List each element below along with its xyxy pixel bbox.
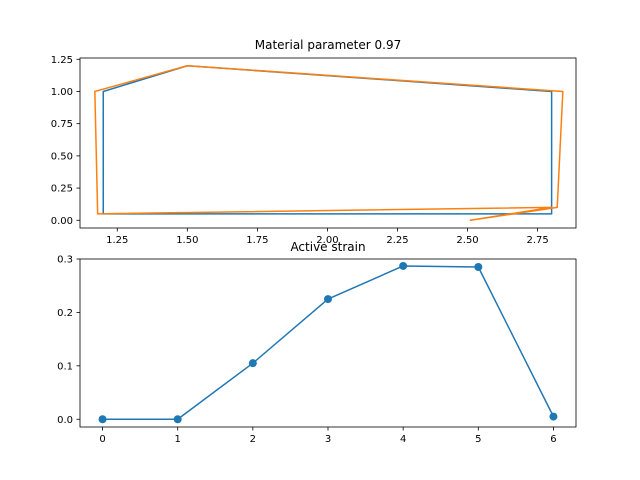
- active-strain-ticks: 0 1 2 3 4 5 6 0.0 0.1 0.2 0.3: [57, 255, 557, 446]
- active-strain-data-point: [324, 295, 332, 304]
- material-parameter-xtick-label: 2.75: [526, 235, 548, 246]
- material-parameter-ytick-label: 0.75: [51, 119, 73, 130]
- active-strain-data-point: [98, 415, 107, 424]
- material-parameter-ytick-label: 1.25: [51, 55, 73, 66]
- active-strain-lines: [98, 261, 558, 424]
- active-strain-ytick-label: 0.0: [57, 415, 73, 426]
- active-strain-xtick-label: 1: [175, 434, 181, 445]
- material-parameter-frame: [79, 57, 577, 229]
- active-strain-xtick-label: 4: [400, 434, 406, 445]
- active-strain-ytick-label: 0.1: [57, 361, 73, 372]
- material-parameter-ytick-label: 1.00: [51, 87, 73, 98]
- active-strain-data-point: [399, 261, 408, 270]
- material-parameter-xtick-label: 2.25: [386, 235, 408, 246]
- active-strain-xtick-label: 6: [550, 434, 556, 445]
- material-parameter-xtick-label: 2.00: [316, 235, 338, 246]
- active-strain-frame: [79, 258, 577, 428]
- material-parameter-ytick-label: 0.25: [51, 184, 73, 195]
- material-parameter-xtick-label: 1.50: [176, 235, 198, 246]
- active-strain-title: Active strain: [290, 240, 365, 254]
- material-parameter-xtick-label: 2.50: [456, 235, 478, 246]
- material-parameter-lines: [93, 64, 564, 222]
- active-strain-data-point: [248, 359, 257, 368]
- active-strain-data-point: [173, 415, 182, 424]
- active-strain-data-point: [474, 263, 483, 272]
- material-parameter-axes: Material parameter 0.97 1.25 1.50 1.75 2.00…: [51, 38, 577, 246]
- material-parameter-series-line-1: [93, 64, 564, 222]
- active-strain-axes: 0 1 2 3 4 5 6 0.0 0.1 0.2 0.3: [57, 255, 577, 446]
- material-parameter-xtick-label: 1.75: [246, 235, 268, 246]
- active-strain-xtick-label: 0: [99, 434, 105, 445]
- material-parameter-ticks: 1.25 1.50 1.75 2.00 2.25 2.50 2.75 0.00 0.25 0.50…: [51, 55, 549, 246]
- active-strain-xtick-label: 3: [325, 434, 331, 445]
- active-strain-data-point: [549, 412, 558, 421]
- material-parameter-xtick-label: 1.25: [106, 235, 128, 246]
- material-parameter-ytick-label: 0.00: [51, 216, 73, 227]
- active-strain-ytick-label: 0.2: [57, 308, 73, 319]
- material-parameter-ytick-label: 0.50: [51, 151, 73, 162]
- active-strain-xtick-label: 5: [475, 434, 481, 445]
- active-strain-ytick-label: 0.3: [57, 255, 73, 266]
- active-strain-xtick-label: 2: [250, 434, 256, 445]
- material-parameter-title: Material parameter 0.97: [255, 38, 401, 52]
